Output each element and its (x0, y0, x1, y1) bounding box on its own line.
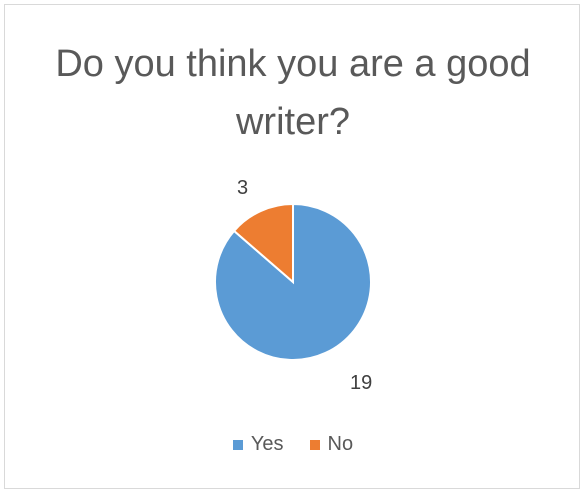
pie-slice-no (232, 202, 294, 285)
data-label-no: 3 (237, 177, 248, 199)
legend-label-no: No (327, 433, 354, 455)
chart-frame: Do you think you are a good writer? 19 3 … (4, 4, 580, 489)
pie-slices (214, 202, 372, 361)
legend-swatch-no (309, 439, 320, 450)
chart-title: Do you think you are a good writer? (55, 43, 531, 143)
data-label-yes: 19 (350, 372, 372, 394)
legend: Yes No (5, 433, 581, 456)
legend-swatch-yes (232, 439, 243, 450)
pie-chart: 19 3 (214, 177, 372, 394)
legend-label-yes: Yes (250, 433, 284, 455)
legend-item-no: No (309, 433, 354, 456)
legend-item-yes: Yes (232, 433, 284, 456)
pie-data-labels: 19 3 (237, 177, 372, 394)
